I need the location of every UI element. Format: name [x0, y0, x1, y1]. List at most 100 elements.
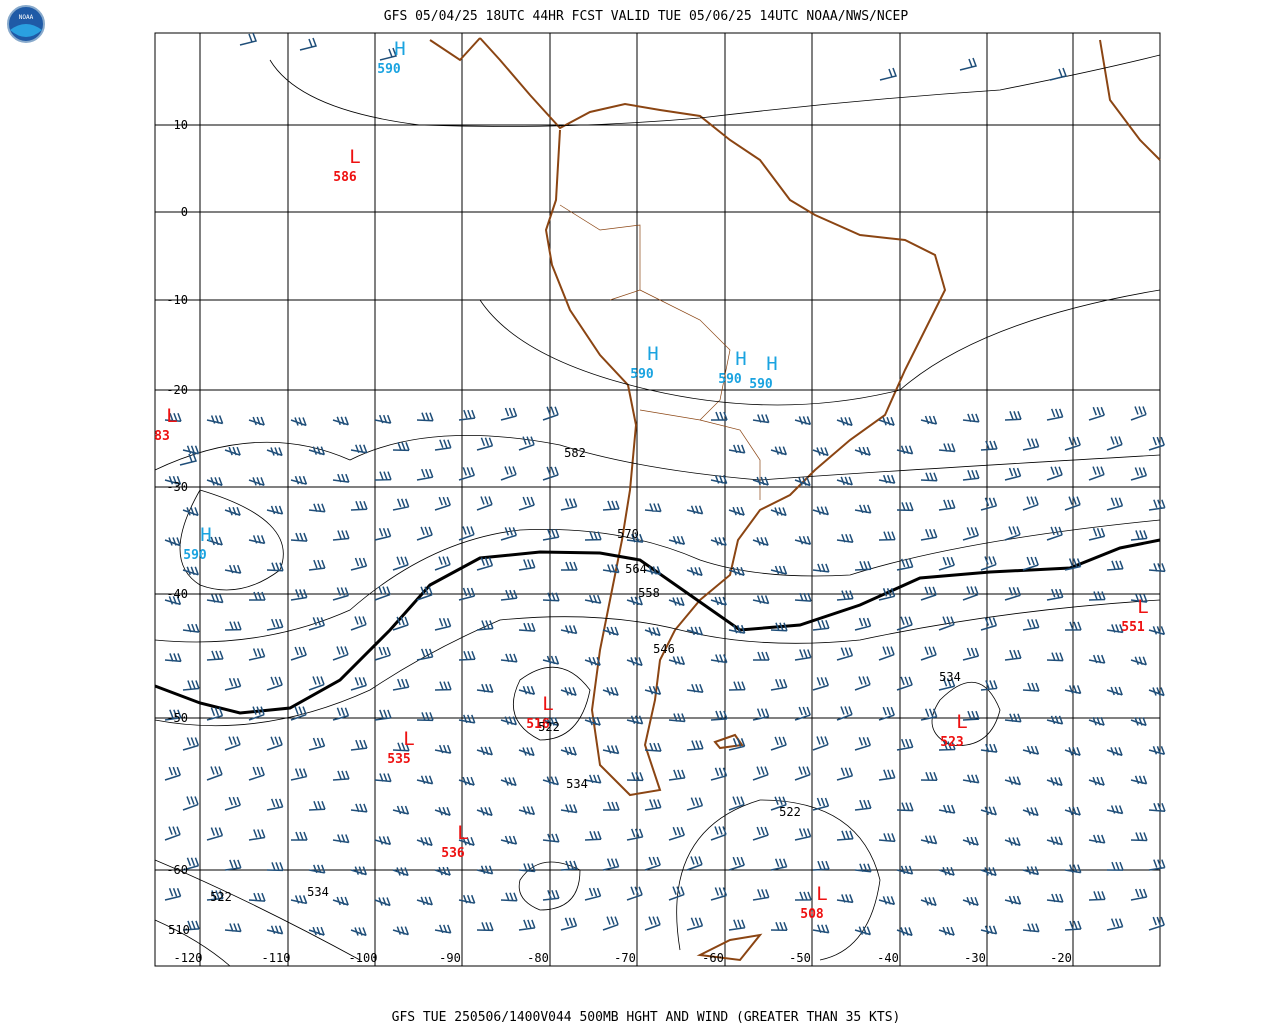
wind-barb: [854, 504, 872, 514]
wind-barb: [584, 887, 602, 901]
wind-barb: [1088, 527, 1106, 541]
wind-barb: [266, 562, 284, 572]
high-symbol: H: [394, 38, 405, 60]
title: GFS 05/04/25 18UTC 44HR FCST VALID TUE 0…: [384, 9, 909, 24]
wind-barb: [476, 807, 493, 817]
wind-barb: [458, 836, 475, 846]
wind-barb: [602, 801, 620, 811]
lat-label: 0: [181, 205, 188, 219]
wind-barb: [1004, 837, 1021, 847]
contours: [154, 54, 1161, 967]
wind-barb: [458, 587, 476, 601]
wind-barb: [896, 738, 914, 751]
wind-barb: [878, 833, 896, 843]
wind-barb: [266, 505, 284, 515]
wind-barb: [542, 776, 560, 786]
wind-barb: [164, 476, 182, 485]
wind-barb: [374, 897, 391, 907]
wind-barb: [770, 858, 788, 871]
wind-barb: [179, 452, 197, 466]
wind-barb: [794, 592, 812, 602]
wind-barb: [710, 710, 728, 721]
wind-barb: [668, 535, 686, 545]
wind-barb: [458, 714, 476, 724]
high-symbol: H: [735, 348, 746, 370]
wind-barb: [248, 535, 266, 545]
wind-barb: [668, 769, 686, 781]
lon-label: -30: [964, 951, 986, 965]
wind-barb: [1088, 591, 1106, 601]
wind-barb: [182, 507, 199, 517]
wind-barb: [416, 468, 434, 481]
wind-barb: [1148, 499, 1166, 511]
wind-barb: [248, 591, 266, 601]
lon-label: -110: [262, 951, 291, 965]
wind-barb: [164, 537, 181, 547]
wind-barb: [626, 657, 643, 667]
contour-label: 558: [638, 586, 660, 600]
wind-barb: [1022, 496, 1039, 511]
wind-barb: [392, 678, 410, 691]
lon-label: -100: [349, 951, 378, 965]
wind-barb: [920, 897, 937, 907]
wind-barb: [770, 922, 788, 932]
wind-barb: [602, 858, 620, 871]
wind-barb: [518, 559, 536, 571]
wind-barb: [1148, 436, 1165, 451]
lat-label: 10: [174, 118, 188, 132]
wind-barb: [1022, 745, 1040, 755]
wind-barb: [392, 867, 409, 877]
wind-barb: [500, 777, 517, 787]
wind-barb: [812, 677, 830, 691]
wind-barb: [770, 678, 788, 691]
wind-barb: [1064, 436, 1081, 451]
wind-barb: [1064, 806, 1081, 816]
wind-barb: [206, 707, 224, 721]
wind-barb: [896, 676, 913, 691]
wind-barb: [206, 594, 224, 604]
wind-barbs: [164, 32, 1166, 937]
wind-barb: [290, 706, 307, 721]
wind-barb: [1064, 496, 1081, 511]
wind-barb: [854, 446, 871, 456]
wind-barb: [1004, 526, 1021, 541]
wind-barb: [332, 416, 349, 426]
wind-barb: [1004, 587, 1022, 601]
wind-barb: [416, 896, 433, 906]
wind-barb: [1064, 864, 1082, 874]
wind-barb: [374, 586, 391, 601]
wind-barb: [794, 891, 812, 901]
wind-barb: [350, 557, 368, 571]
wind-barb: [962, 647, 980, 661]
wind-barb: [920, 528, 938, 541]
wind-barb: [350, 677, 368, 691]
wind-barb: [1022, 556, 1039, 571]
wind-barb: [392, 616, 409, 631]
wind-barb: [1106, 436, 1123, 451]
wind-barb: [1106, 624, 1124, 634]
contour-label: 582: [564, 446, 586, 460]
wind-barb: [938, 616, 955, 631]
wind-barb: [980, 440, 998, 451]
wind-barb: [920, 835, 938, 845]
wind-barb: [266, 925, 284, 935]
wind-barb: [392, 442, 410, 452]
wind-barb: [164, 888, 182, 901]
wind-barb: [686, 567, 703, 577]
lat-label: -60: [166, 863, 188, 877]
wind-barb: [878, 531, 896, 541]
wind-barb: [854, 926, 872, 936]
wind-barb: [476, 746, 493, 756]
wind-barb: [938, 866, 955, 876]
wind-barb: [500, 589, 518, 601]
wind-barb: [500, 835, 518, 845]
wind-barb: [938, 926, 955, 936]
wind-barb: [290, 532, 308, 542]
contour-label: 534: [939, 670, 961, 684]
wind-barb: [878, 416, 895, 426]
wind-barb: [752, 889, 770, 901]
wind-barb: [812, 563, 830, 573]
wind-barb: [308, 864, 326, 874]
contour-label: 522: [210, 890, 232, 904]
wind-barb: [416, 586, 433, 601]
